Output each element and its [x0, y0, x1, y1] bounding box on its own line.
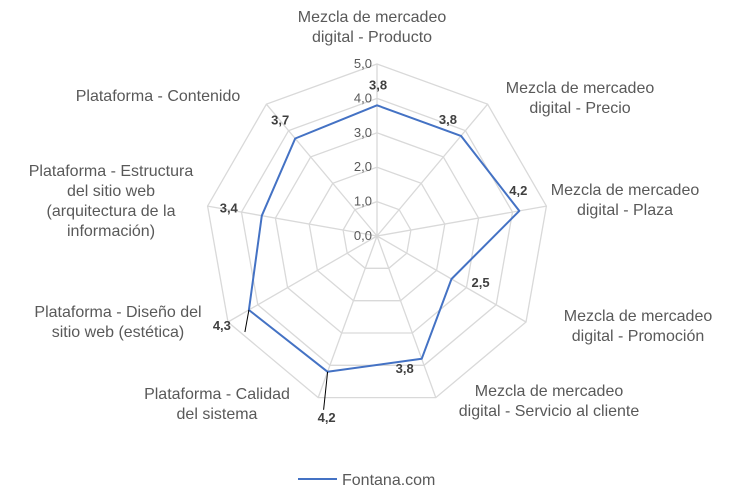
legend-label: Fontana.com	[342, 472, 435, 489]
grid-spoke	[317, 235, 378, 398]
grid-ring	[274, 132, 480, 334]
grid-spoke	[376, 235, 437, 398]
grid-spoke	[207, 205, 378, 237]
data-label: 4,2	[509, 183, 527, 198]
category-label: Plataforma - Calidad del sistema	[144, 386, 290, 423]
category-label: Mezcla de mercadeo digital - Servicio al …	[459, 383, 640, 420]
legend: Fontana.com	[298, 472, 435, 489]
data-label: 3,7	[271, 113, 289, 128]
data-labels: 3,8 3,8 4,2 2,5 3,8 4,2 4,3 3,4 3,7	[213, 77, 528, 425]
data-label: 3,8	[396, 361, 414, 376]
category-label: Plataforma - Diseño del sitio web (estéti…	[34, 304, 201, 341]
tick-label: 1,0	[354, 194, 372, 209]
tick-labels: 0,0 1,0 2,0 3,0 4,0 5,0	[354, 56, 372, 243]
leader-line	[244, 309, 250, 333]
data-label: 4,2	[318, 410, 336, 425]
category-label: Mezcla de mercadeo digital - Producto	[298, 9, 447, 46]
grid-spoke	[265, 103, 378, 237]
tick-label: 2,0	[354, 159, 372, 174]
data-label: 3,8	[439, 112, 457, 127]
grid-spoke	[227, 235, 378, 323]
series-layer	[247, 104, 521, 373]
data-label: 3,4	[220, 201, 239, 216]
data-label: 2,5	[472, 275, 490, 290]
grid-ring	[342, 200, 412, 269]
category-label: Plataforma - Estructura del sitio web (arq…	[29, 163, 194, 240]
data-label: 4,3	[213, 318, 231, 333]
tick-label: 3,0	[354, 125, 372, 140]
series-line	[247, 104, 521, 373]
leader-line	[323, 371, 329, 410]
grid-spoke	[376, 103, 489, 237]
data-label: 3,8	[369, 77, 387, 92]
category-label: Mezcla de mercadeo digital - Plaza	[551, 182, 700, 219]
tick-label: 5,0	[354, 56, 372, 71]
grid-ring	[308, 166, 446, 302]
tick-label: 4,0	[354, 90, 372, 105]
grid-ring	[206, 63, 548, 399]
category-labels: Mezcla de mercadeo digital - Producto Mezc…	[29, 9, 713, 423]
tick-label: 0,0	[354, 228, 372, 243]
category-label: Mezcla de mercadeo digital - Promoción	[564, 308, 713, 345]
category-label: Mezcla de mercadeo digital - Precio	[506, 80, 655, 117]
grid-spoke	[376, 205, 547, 237]
category-label: Plataforma - Contenido	[76, 88, 241, 105]
grid-layer	[206, 63, 548, 399]
